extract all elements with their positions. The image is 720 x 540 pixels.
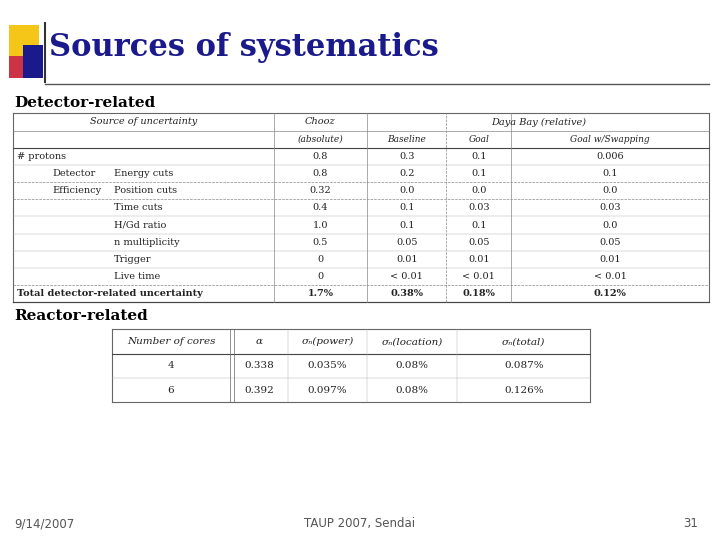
Text: Number of cores: Number of cores: [127, 337, 215, 346]
Text: α: α: [256, 337, 263, 346]
Text: (absolute): (absolute): [297, 134, 343, 144]
Text: 0: 0: [318, 255, 323, 264]
Text: 6: 6: [168, 386, 174, 395]
Text: Detector: Detector: [53, 169, 96, 178]
Text: Sources of systematics: Sources of systematics: [49, 32, 438, 63]
Text: 0.0: 0.0: [603, 220, 618, 230]
Text: 0.8: 0.8: [312, 152, 328, 161]
Text: 0.3: 0.3: [399, 152, 415, 161]
Text: 0.1: 0.1: [471, 220, 487, 230]
Text: 0.1: 0.1: [603, 169, 618, 178]
Text: 0.8: 0.8: [312, 169, 328, 178]
Text: Baseline: Baseline: [387, 134, 426, 144]
Text: TAUP 2007, Sendai: TAUP 2007, Sendai: [305, 517, 415, 530]
Text: < 0.01: < 0.01: [594, 272, 626, 281]
Text: 0.18%: 0.18%: [462, 289, 495, 298]
Text: 0.0: 0.0: [603, 186, 618, 195]
Text: Energy cuts: Energy cuts: [114, 169, 173, 178]
Text: 0.01: 0.01: [396, 255, 418, 264]
Text: 0.32: 0.32: [310, 186, 331, 195]
Text: Trigger: Trigger: [114, 255, 151, 264]
Text: 0.097%: 0.097%: [307, 386, 348, 395]
Text: 0.08%: 0.08%: [396, 361, 428, 370]
Text: Detector-related: Detector-related: [14, 96, 156, 110]
Text: 4: 4: [168, 361, 174, 370]
Text: Total detector-related uncertainty: Total detector-related uncertainty: [17, 289, 202, 298]
Text: 0.01: 0.01: [468, 255, 490, 264]
Text: Daya Bay (relative): Daya Bay (relative): [491, 117, 585, 126]
Text: 0.2: 0.2: [399, 169, 415, 178]
Text: 9/14/2007: 9/14/2007: [14, 517, 75, 530]
Text: 0.126%: 0.126%: [504, 386, 544, 395]
Text: σₙ(power): σₙ(power): [302, 337, 354, 346]
Text: 0.05: 0.05: [600, 238, 621, 247]
Text: 0.05: 0.05: [468, 238, 490, 247]
Text: Position cuts: Position cuts: [114, 186, 177, 195]
Text: Live time: Live time: [114, 272, 160, 281]
Text: Time cuts: Time cuts: [114, 204, 163, 212]
Text: 0.08%: 0.08%: [396, 386, 428, 395]
Text: Efficiency: Efficiency: [53, 186, 102, 195]
Text: n multiplicity: n multiplicity: [114, 238, 179, 247]
Text: 0.035%: 0.035%: [307, 361, 348, 370]
Text: Goal w/Swapping: Goal w/Swapping: [570, 134, 650, 144]
Text: 0.03: 0.03: [599, 204, 621, 212]
Text: 0.12%: 0.12%: [594, 289, 626, 298]
Text: Chooz: Chooz: [305, 118, 336, 126]
Text: < 0.01: < 0.01: [390, 272, 423, 281]
Text: 0.0: 0.0: [471, 186, 487, 195]
Text: 0.05: 0.05: [396, 238, 418, 247]
Text: 1.0: 1.0: [312, 220, 328, 230]
Text: 0.0: 0.0: [399, 186, 415, 195]
Text: σₙ(location): σₙ(location): [382, 337, 443, 346]
Text: 1.7%: 1.7%: [307, 289, 333, 298]
Text: 0.1: 0.1: [399, 220, 415, 230]
Text: 0.5: 0.5: [312, 238, 328, 247]
Text: 0.392: 0.392: [244, 386, 274, 395]
Text: 0.006: 0.006: [596, 152, 624, 161]
Text: Reactor-related: Reactor-related: [14, 309, 148, 323]
Text: 31: 31: [683, 517, 698, 530]
Text: 0.1: 0.1: [399, 204, 415, 212]
Text: # protons: # protons: [17, 152, 66, 161]
Text: Source of uncertainty: Source of uncertainty: [90, 118, 197, 126]
Text: 0.01: 0.01: [599, 255, 621, 264]
Text: < 0.01: < 0.01: [462, 272, 495, 281]
Text: H/Gd ratio: H/Gd ratio: [114, 220, 166, 230]
Text: 0.1: 0.1: [471, 152, 487, 161]
Text: 0.087%: 0.087%: [504, 361, 544, 370]
Text: 0.38%: 0.38%: [390, 289, 423, 298]
Text: σₙ(total): σₙ(total): [502, 337, 546, 346]
Text: 0.4: 0.4: [312, 204, 328, 212]
Text: Goal: Goal: [469, 134, 489, 144]
Text: 0.338: 0.338: [244, 361, 274, 370]
Text: 0.03: 0.03: [468, 204, 490, 212]
Text: 0: 0: [318, 272, 323, 281]
Text: 0.1: 0.1: [471, 169, 487, 178]
